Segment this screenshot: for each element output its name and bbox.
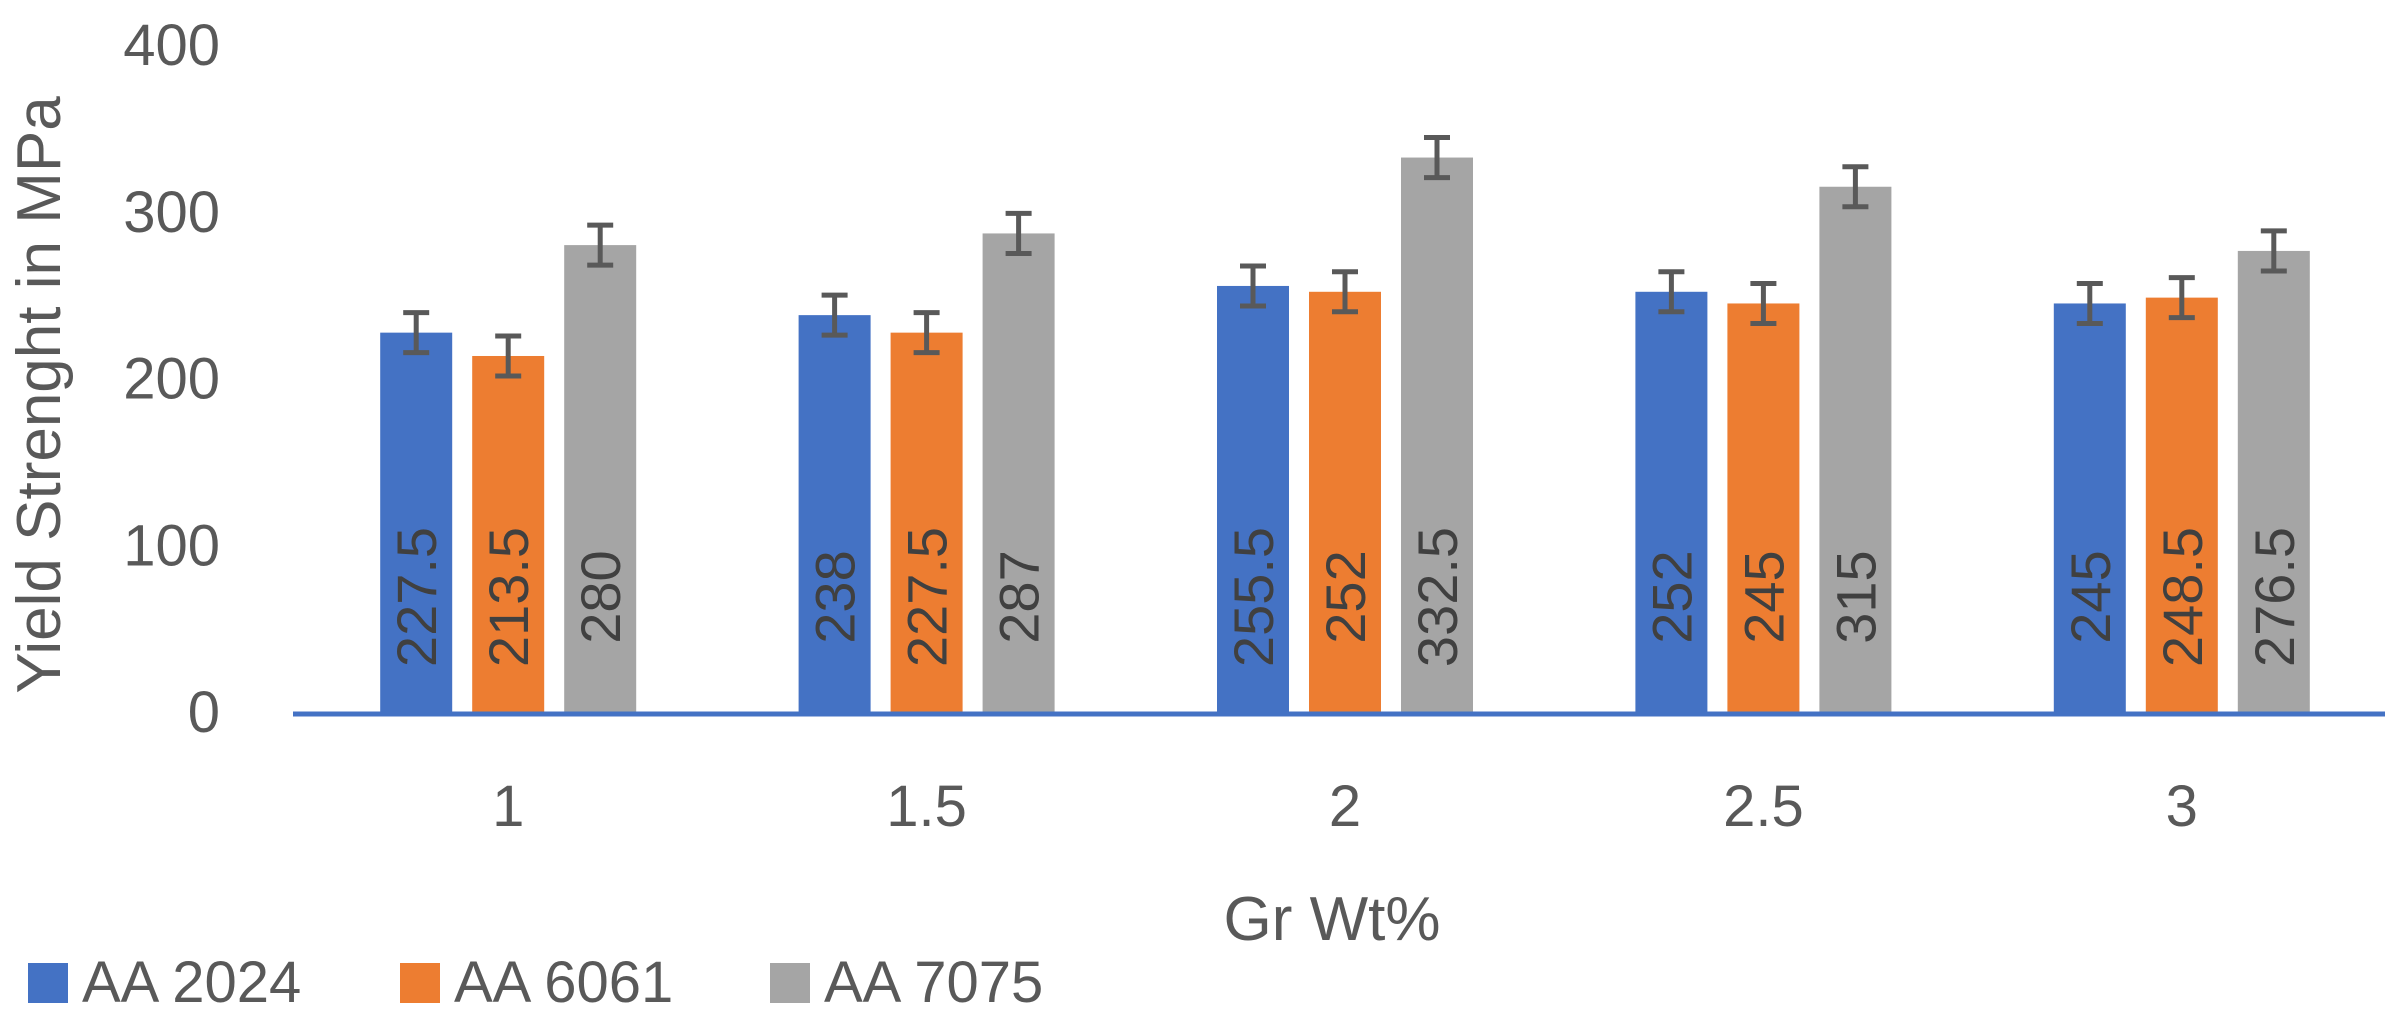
data-label: 276.5	[2243, 527, 2306, 667]
data-label: 332.5	[1406, 527, 1469, 667]
error-bar	[1332, 269, 1358, 315]
bar-aa-6061-3	[2145, 297, 2218, 712]
data-label: 252	[1314, 550, 1377, 643]
data-label: 255.5	[1222, 527, 1285, 667]
error-bar	[2260, 228, 2287, 274]
bar-aa-6061-2.5	[1727, 303, 1800, 712]
error-bar	[913, 310, 940, 356]
y-tick-label: 400	[123, 13, 220, 78]
bar-aa-6061-1	[472, 355, 545, 712]
bar-aa-7075-2	[1401, 157, 1473, 712]
y-tick-label: 100	[123, 513, 220, 578]
error-bar	[403, 310, 430, 356]
legend-label: AA 7075	[824, 950, 1043, 1015]
y-tick-label: 0	[188, 680, 220, 745]
error-bar	[495, 333, 522, 379]
x-tick-label: 2	[1329, 774, 1361, 839]
bar-aa-2024-1	[380, 332, 453, 712]
error-bar	[1005, 210, 1032, 256]
legend-swatch	[400, 963, 440, 1003]
error-bar	[1842, 164, 1869, 210]
y-tick-label: 300	[123, 180, 220, 245]
data-label: 213.5	[477, 527, 540, 667]
data-label: 245	[1732, 550, 1795, 643]
bar-aa-7075-3	[2237, 250, 2310, 712]
y-axis-title: Yield Strenght in MPa	[5, 96, 74, 694]
y-tick-label: 200	[123, 347, 220, 412]
error-bar	[1750, 280, 1777, 326]
bar-aa-7075-2.5	[1819, 186, 1892, 713]
legend-label: AA 2024	[82, 950, 301, 1015]
legend-item-aa-6061: AA 6061	[400, 950, 673, 1015]
data-label: 252	[1640, 550, 1703, 643]
data-label: 287	[988, 550, 1051, 643]
bar-aa-2024-1.5	[798, 315, 871, 712]
error-bar	[821, 292, 848, 338]
bar-aa-7075-1	[564, 245, 637, 712]
error-bar	[1658, 269, 1685, 315]
bar-aa-2024-2	[1217, 285, 1289, 712]
legend-item-aa-7075: AA 7075	[770, 950, 1043, 1015]
data-label: 280	[569, 550, 632, 643]
error-bar	[2168, 275, 2195, 321]
data-label: 245	[2059, 550, 2122, 643]
data-label: 227.5	[896, 527, 959, 667]
legend-item-aa-2024: AA 2024	[28, 950, 301, 1015]
bar-aa-2024-3	[2053, 303, 2126, 712]
error-bar	[587, 222, 614, 268]
error-bar	[2076, 280, 2103, 326]
legend: AA 2024 AA 6061 AA 7075	[28, 950, 1043, 1015]
data-label: 315	[1824, 550, 1887, 643]
legend-label: AA 6061	[454, 950, 673, 1015]
x-tick-label: 1	[492, 774, 524, 839]
data-label: 248.5	[2151, 527, 2214, 667]
legend-swatch	[28, 963, 68, 1003]
error-bar	[1424, 135, 1450, 181]
bar-aa-7075-1.5	[982, 233, 1055, 713]
data-label: 227.5	[385, 527, 448, 667]
x-tick-label: 3	[2166, 774, 2198, 839]
x-axis-title: Gr Wt%	[1224, 885, 1441, 954]
error-bar	[1240, 263, 1266, 309]
data-label: 238	[804, 550, 867, 643]
bar-aa-6061-2	[1309, 291, 1381, 712]
bar-aa-6061-1.5	[890, 332, 963, 712]
x-tick-label: 2.5	[1723, 774, 1804, 839]
legend-swatch	[770, 963, 810, 1003]
bar-aa-2024-2.5	[1635, 291, 1708, 712]
x-tick-label: 1.5	[886, 774, 967, 839]
